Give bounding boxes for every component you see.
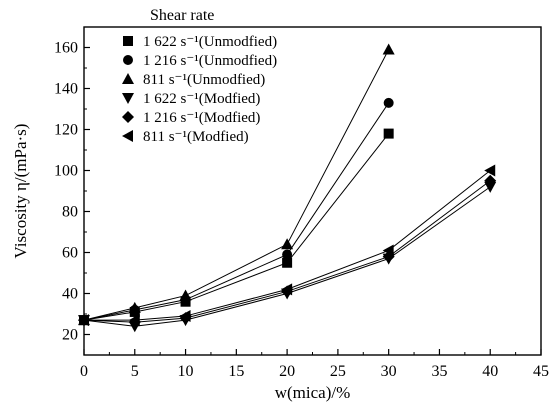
x-axis-label: w(mica)/% <box>275 383 351 402</box>
y-tick-label: 20 <box>62 327 78 344</box>
data-point-triangle-left <box>128 314 140 327</box>
x-tick-label: 10 <box>178 363 194 380</box>
legend-entry-label: 811 s⁻¹(Modfied) <box>143 129 249 145</box>
data-point-triangle-up <box>122 73 134 84</box>
y-tick-label: 140 <box>54 81 78 98</box>
data-point-square <box>383 128 394 139</box>
legend-entry-label: 1 622 s⁻¹(Modfied) <box>143 91 260 107</box>
data-point-triangle-left <box>281 283 293 296</box>
legend-entry-label: 1 216 s⁻¹(Modfied) <box>143 110 260 126</box>
series-line <box>83 180 491 323</box>
legend-entry-label: 1 216 s⁻¹(Unmodfied) <box>143 53 277 69</box>
tick-layer: 0 5 10 15 20 25 30 35 40 45 20 40 60 80 100 120 140 160 <box>54 40 549 381</box>
x-tick-label: 35 <box>431 363 447 380</box>
y-tick-label: 100 <box>54 163 78 180</box>
x-tick-label: 5 <box>131 363 139 380</box>
x-tick-label: 25 <box>330 363 346 380</box>
x-tick-label: 40 <box>482 363 498 380</box>
legend-title: Shear rate <box>150 7 214 24</box>
data-point-triangle-left <box>122 130 133 142</box>
y-tick-label: 60 <box>62 245 78 262</box>
data-point-circle <box>123 55 133 65</box>
y-tick-label: 40 <box>62 286 78 303</box>
legend: Shear rate 1 622 s⁻¹(Unmodfied) 1 216 s⁻¹… <box>122 7 277 145</box>
data-point-diamond <box>484 174 497 187</box>
y-tick-label: 80 <box>62 204 78 221</box>
x-tick-label: 30 <box>381 363 397 380</box>
y-tick-label: 160 <box>54 40 78 57</box>
data-point-triangle-left <box>179 310 191 323</box>
y-axis-label: Viscosity η/(mPa·s) <box>11 124 30 259</box>
series-line <box>84 170 491 321</box>
data-point-circle <box>282 249 293 260</box>
data-point-square <box>123 36 133 46</box>
data-point-triangle-left <box>78 314 89 327</box>
data-point-diamond <box>122 111 134 123</box>
data-point-triangle-up <box>382 43 395 55</box>
legend-entry-label: 1 622 s⁻¹(Unmodfied) <box>143 34 277 50</box>
data-point-triangle-down <box>122 93 134 104</box>
x-tick-label: 0 <box>80 363 88 380</box>
series-6 <box>78 164 496 327</box>
data-point-square <box>282 257 293 268</box>
x-tick-label: 15 <box>228 363 244 380</box>
series-line <box>83 186 491 327</box>
data-point-triangle-down <box>484 181 497 193</box>
data-point-triangle-up <box>179 289 192 301</box>
legend-entry-label: 811 s⁻¹(Unmodfied) <box>143 72 265 88</box>
data-point-triangle-up <box>281 238 294 250</box>
series-1 <box>79 128 394 326</box>
series-layer <box>78 43 497 333</box>
series-line <box>83 133 390 321</box>
x-tick-label: 20 <box>279 363 295 380</box>
data-point-circle <box>383 97 394 108</box>
y-tick-label: 120 <box>54 122 78 139</box>
data-point-triangle-up <box>128 301 141 313</box>
x-tick-label: 45 <box>533 363 549 380</box>
data-point-triangle-left <box>484 164 496 177</box>
data-point-triangle-left <box>382 244 394 257</box>
